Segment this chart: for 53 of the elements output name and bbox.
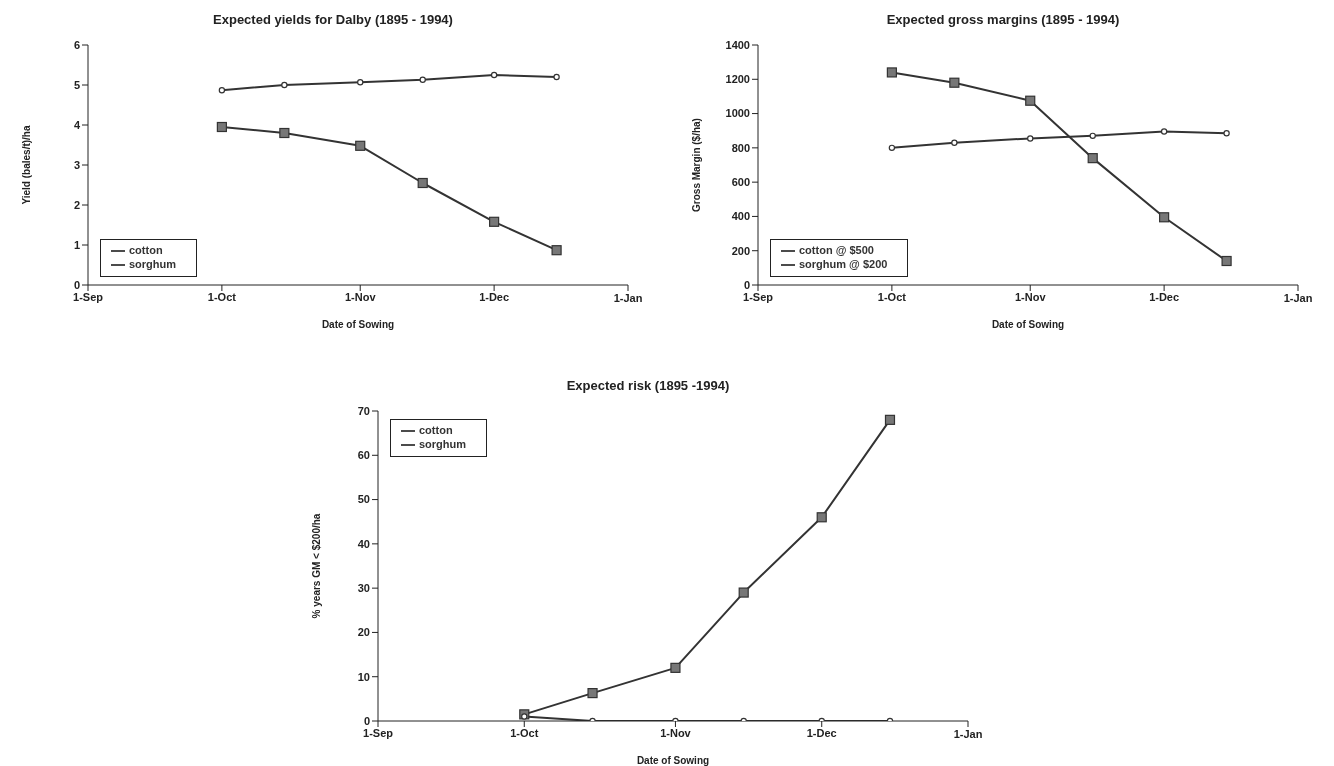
text: 1-Jan <box>612 291 644 305</box>
x-tick-label: 1-Dec <box>806 726 837 739</box>
y-tick-label: 200 <box>731 244 750 257</box>
x-tick-label: 1-Dec <box>1149 290 1180 303</box>
y-tick-label: 2 <box>73 198 80 211</box>
y-tick-label: 60 <box>357 449 370 462</box>
legend-label: sorghum <box>419 438 467 451</box>
legend-label: cotton <box>419 424 453 436</box>
y-tick-label: 3 <box>73 158 80 171</box>
y-tick-label: 1400 <box>725 38 750 51</box>
x-tick-label: 1-Oct <box>510 726 539 739</box>
y-tick-label: 5 <box>73 78 80 91</box>
y-tick-label: 1 <box>73 238 80 251</box>
y-tick-label: 0 <box>73 278 80 291</box>
y-tick-label: 70 <box>357 404 370 417</box>
x-axis-title: Date of Sowing <box>321 319 395 330</box>
y-tick-label: 4 <box>73 118 81 131</box>
chart-title: Expected risk (1895 -1994) <box>565 378 731 393</box>
y-tick-label: 0 <box>743 278 750 291</box>
x-tick-label: 1-Nov <box>1014 290 1047 303</box>
x-tick-label: 1-Sep <box>73 290 104 303</box>
x-tick-label: 1-Sep <box>363 726 394 739</box>
legend-label: sorghum <box>129 257 177 270</box>
y-tick-label: 0 <box>363 714 370 727</box>
chart-title: Expected gross margins (1895 - 1994) <box>885 12 1121 27</box>
y-tick-label: 40 <box>357 537 370 550</box>
legend-label: cotton @ $500 <box>799 243 874 256</box>
y-tick-label: 1000 <box>725 107 750 120</box>
x-tick-label: 1-Nov <box>660 726 692 739</box>
y-tick-label: 10 <box>357 670 370 683</box>
chart-title: Expected yields for Dalby (1895 - 1994) <box>212 12 454 27</box>
text: 1-Jan <box>1282 291 1314 305</box>
y-tick-label: 400 <box>731 210 750 223</box>
y-tick-label: 600 <box>731 176 750 189</box>
x-axis-title: Date of Sowing <box>636 755 710 766</box>
legend-label: cotton <box>129 243 163 256</box>
x-tick-label: 1-Sep <box>743 290 774 303</box>
legend-label: sorghum @ $200 <box>799 257 888 270</box>
y-axis-title: Yield (bales/t)/ha <box>20 125 32 205</box>
x-tick-label: 1-Dec <box>479 290 510 303</box>
y-axis-title: Gross Margin ($/ha) <box>690 118 702 212</box>
y-tick-label: 1200 <box>725 73 750 86</box>
y-tick-label: 6 <box>73 38 80 51</box>
y-tick-label: 800 <box>731 141 750 154</box>
x-axis-title: Date of Sowing <box>991 319 1065 330</box>
y-tick-label: 30 <box>357 582 370 595</box>
y-tick-label: 50 <box>357 493 370 506</box>
y-axis-title: % years GM < $200/ha <box>310 513 322 619</box>
x-tick-label: 1-Nov <box>344 290 377 303</box>
text: 1-Jan <box>952 727 984 741</box>
y-tick-label: 20 <box>357 626 370 639</box>
x-tick-label: 1-Oct <box>877 290 907 303</box>
x-tick-label: 1-Oct <box>207 290 237 303</box>
